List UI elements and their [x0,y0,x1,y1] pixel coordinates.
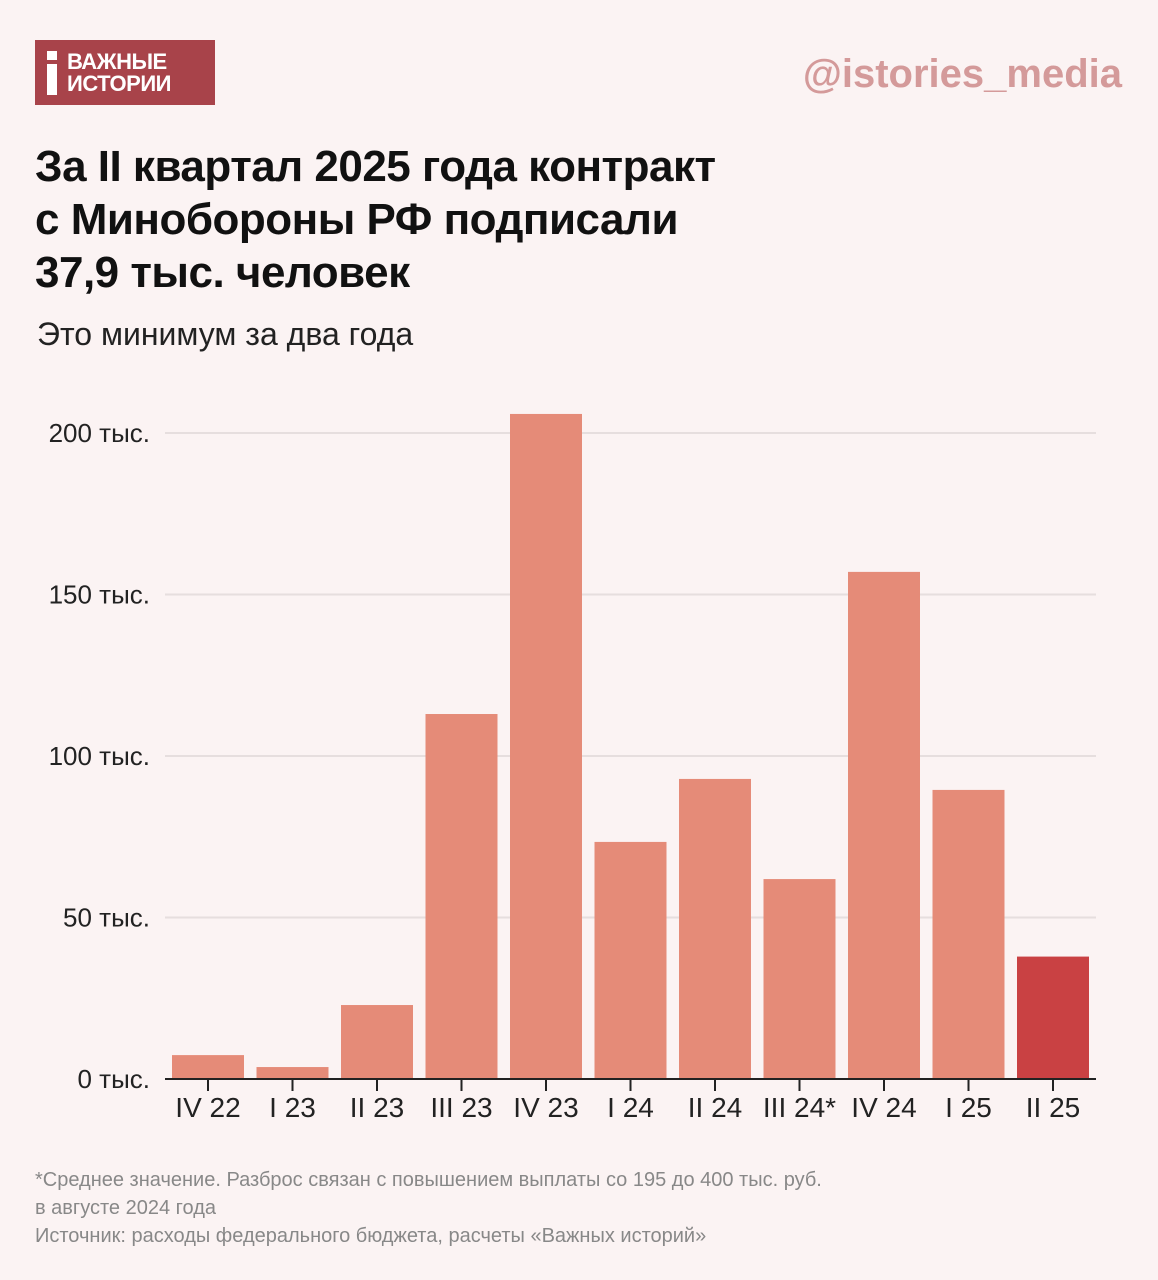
x-tick-label: I 24 [607,1092,654,1123]
y-tick-label: 200 тыс. [49,418,150,448]
y-tick-label: 100 тыс. [49,741,150,771]
x-tick-label: III 24* [763,1092,836,1123]
social-handle: @istories_media [802,52,1122,96]
x-tick-label: IV 24 [851,1092,916,1123]
x-tick-label: IV 23 [513,1092,578,1123]
bar [679,778,751,1079]
chart-subtitle: Это минимум за два года [37,316,414,352]
bar [341,1005,413,1079]
logo-line1: ВАЖНЫЕ [67,48,167,74]
x-tick-label: II 24 [688,1092,742,1123]
bar [256,1067,329,1079]
y-tick-label: 150 тыс. [49,580,150,610]
bar [172,1055,244,1079]
footnote: *Среднее значение. Разброс связан с повы… [35,1169,822,1191]
source-note: Источник: расходы федерального бюджета, … [35,1225,707,1247]
bar [594,841,667,1079]
x-tick-label: I 23 [269,1092,316,1123]
y-tick-label: 0 тыс. [77,1064,150,1094]
x-tick-label: II 25 [1026,1092,1080,1123]
bar [763,879,836,1079]
logo-line2: ИСТОРИИ [67,70,171,96]
title-line: За II квартал 2025 года контракт [35,142,716,191]
title-line: 37,9 тыс. человек [35,248,410,297]
footnote: в августе 2024 года [35,1197,216,1219]
title-line: с Минобороны РФ подписали [35,195,679,244]
y-tick-label: 50 тыс. [63,903,150,933]
bar [425,714,498,1079]
chart-title: За II квартал 2025 года контракт с Миноб… [35,140,935,299]
x-tick-label: I 25 [945,1092,992,1123]
footnotes: *Среднее значение. Разброс связан с повы… [35,1166,822,1250]
logo: ВАЖНЫЕ ИСТОРИИ [35,40,215,105]
x-tick-label: IV 22 [175,1092,240,1123]
x-tick-label: II 23 [350,1092,404,1123]
bar [1017,956,1089,1079]
bar [932,789,1005,1079]
logo-i-icon [47,50,57,95]
x-tick-label: III 23 [430,1092,492,1123]
bar [510,413,582,1079]
bar [848,571,920,1079]
